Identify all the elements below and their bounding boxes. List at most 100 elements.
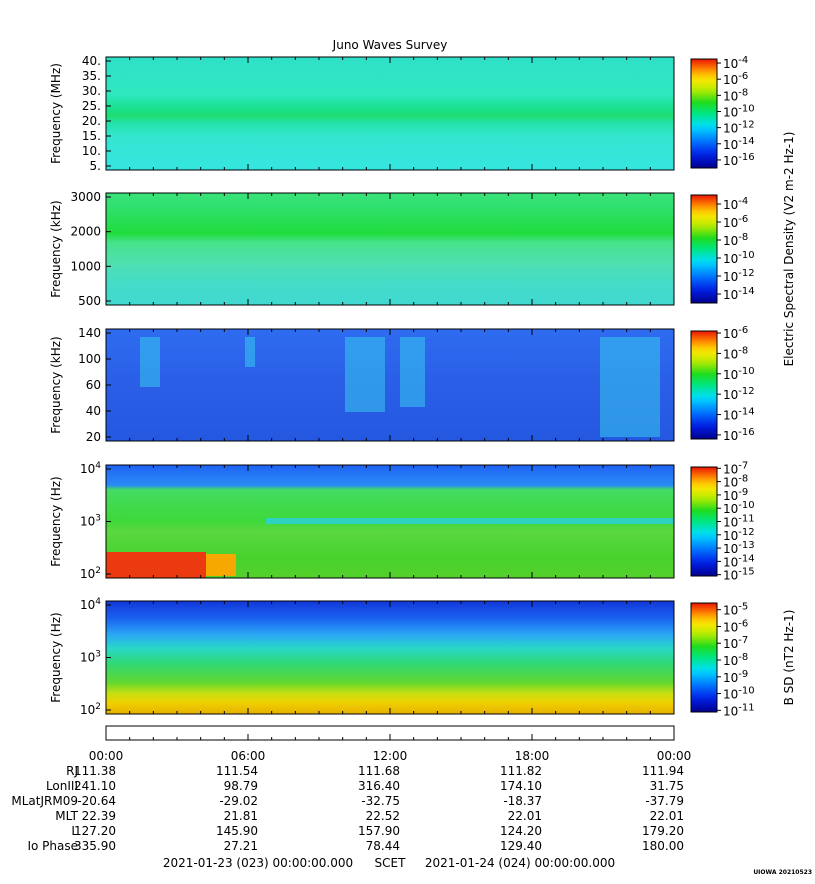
y-axis-label: Frequency (MHz) [49, 63, 63, 164]
y-tick-label: 60 [86, 378, 101, 392]
tick-base: 10 [723, 138, 738, 152]
y-tick-label: 20 [86, 430, 101, 444]
ephemeris-label: MLatJRM09 [11, 794, 78, 808]
colorbar-tick-label: 10-12 [723, 268, 755, 284]
tick-base: 10 [80, 598, 95, 612]
emission-feature [345, 337, 385, 412]
tick-exponent: -8 [738, 87, 748, 98]
colorbar-label: B SD (nT2 Hz-1) [782, 610, 796, 706]
tick-base: 10 [723, 529, 738, 543]
tick-base: 10 [723, 234, 738, 248]
tick-base: 10 [723, 462, 738, 476]
ephemeris-value: 111.68 [358, 764, 400, 778]
tick-base: 10 [723, 89, 738, 103]
tick-exponent: -5 [738, 602, 748, 613]
spectrogram-image [106, 193, 674, 305]
y-axis-label: Frequency (kHz) [49, 200, 63, 297]
y-tick-label: 15. [82, 129, 101, 143]
y-tick-label: 10. [82, 144, 101, 158]
y-tick-label: 103 [80, 514, 101, 529]
tick-base: 10 [80, 567, 95, 581]
tick-exponent: -9 [738, 487, 748, 498]
time-tick-label: 00:00 [89, 749, 124, 763]
tick-exponent: 2 [95, 702, 101, 712]
tick-base: 10 [723, 429, 738, 443]
y-tick-label: 35. [82, 69, 101, 83]
ephemeris-value: 111.38 [74, 764, 116, 778]
ephemeris-label: Io Phase [27, 839, 78, 853]
spectrogram-image [106, 601, 674, 714]
y-tick-label: 104 [80, 597, 101, 612]
footer-stamp: UIOWA 20210523 [753, 869, 812, 876]
ephemeris-value: 78.44 [366, 839, 400, 853]
emission-feature [245, 337, 255, 367]
tick-base: 10 [723, 409, 738, 423]
tick-base: 10 [723, 637, 738, 651]
y-axis-label: Frequency (kHz) [49, 336, 63, 433]
tick-exponent: -6 [738, 618, 748, 629]
tick-base: 10 [80, 703, 95, 717]
tick-base: 10 [723, 654, 738, 668]
ephemeris-value: -32.75 [361, 794, 400, 808]
ephemeris-value: 111.82 [500, 764, 542, 778]
y-tick-label: 102 [80, 702, 101, 717]
tick-exponent: -13 [738, 540, 754, 551]
tick-exponent: -8 [738, 232, 748, 243]
tick-exponent: -8 [738, 474, 748, 485]
ephemeris-value: 127.20 [74, 824, 116, 838]
ephemeris-value: 22.39 [82, 809, 116, 823]
tick-base: 10 [723, 216, 738, 230]
ephemeris-value: 111.54 [216, 764, 258, 778]
ephemeris-value: 31.75 [650, 779, 684, 793]
ephemeris-value: 179.20 [642, 824, 684, 838]
time-tick-label: 06:00 [231, 749, 266, 763]
tick-base: 10 [723, 489, 738, 503]
colorbar-tick-label: 10-14 [723, 136, 755, 152]
ephemeris-value: 157.90 [358, 824, 400, 838]
colorbar [690, 466, 718, 577]
footer-start-time: 2021-01-23 (023) 00:00:00.000 [163, 856, 353, 870]
ephemeris-value: 145.90 [216, 824, 258, 838]
tick-base: 10 [723, 542, 738, 556]
colorbar [690, 602, 718, 713]
colorbar-tick-label: 10-8 [723, 232, 748, 248]
colorbar-tick-label: 10-9 [723, 669, 748, 685]
emission-feature [400, 337, 425, 407]
y-tick-label: 5. [90, 159, 101, 173]
tick-base: 10 [723, 555, 738, 569]
tick-base: 10 [723, 516, 738, 530]
ephemeris-value: -20.64 [77, 794, 116, 808]
tick-exponent: 4 [95, 597, 101, 607]
colorbar-tick-label: 10-6 [723, 325, 748, 341]
colorbar-tick-label: 10-10 [723, 103, 755, 119]
ephemeris-value: 21.81 [224, 809, 258, 823]
tick-base: 10 [723, 252, 738, 266]
chart-title: Juno Waves Survey [332, 38, 448, 52]
colorbar-tick-label: 10-6 [723, 71, 748, 87]
tick-base: 10 [723, 388, 738, 402]
colorbar-label: Electric Spectral Density (V2 m-2 Hz-1) [782, 132, 796, 367]
tick-exponent: 3 [95, 514, 101, 524]
tick-exponent: -10 [738, 250, 754, 261]
tick-base: 10 [80, 515, 95, 529]
y-tick-label: 20. [82, 114, 101, 128]
colorbar-tick-label: 10-8 [723, 87, 748, 103]
colorbar [690, 58, 718, 169]
spectrogram-image [106, 57, 674, 170]
tick-exponent: -7 [738, 635, 748, 646]
tick-base: 10 [723, 347, 738, 361]
colorbar-tick-label: 10-15 [723, 567, 755, 583]
y-tick-label: 3000 [70, 190, 101, 204]
y-tick-label: 102 [80, 566, 101, 581]
tick-exponent: 2 [95, 566, 101, 576]
mid-band [266, 518, 674, 524]
y-axis-label: Frequency (Hz) [49, 476, 63, 567]
spectrogram-image [106, 329, 674, 441]
tick-exponent: -10 [738, 103, 754, 114]
tick-exponent: -14 [738, 407, 754, 418]
